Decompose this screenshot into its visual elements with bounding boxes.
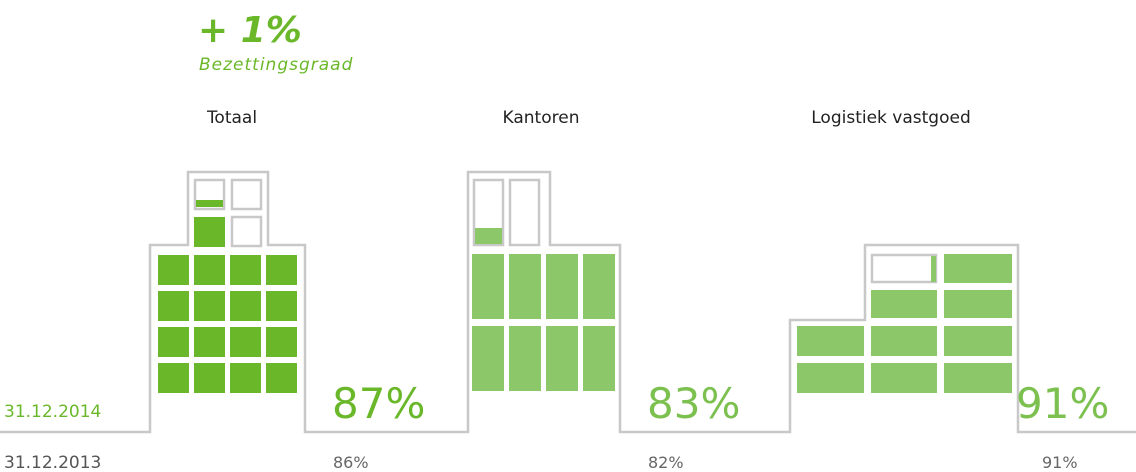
window: [158, 255, 189, 285]
window: [944, 363, 1012, 393]
window: [871, 326, 937, 356]
window: [194, 291, 225, 321]
date-current: 31.12.2014: [4, 402, 101, 422]
value-previous: 82%: [648, 453, 684, 472]
window: [266, 255, 297, 285]
window: [230, 215, 263, 248]
window: [266, 363, 297, 393]
window: [871, 363, 937, 393]
building-kantoren-grid: [472, 254, 615, 391]
window: [944, 326, 1012, 356]
window: [193, 178, 226, 211]
window-fill: [475, 228, 502, 244]
window: [944, 290, 1012, 318]
window: [546, 254, 578, 319]
window: [944, 254, 1012, 283]
window-fill: [931, 256, 936, 282]
window: [472, 178, 505, 247]
window: [509, 326, 541, 391]
window: [266, 327, 297, 357]
window: [158, 291, 189, 321]
window: [871, 290, 937, 318]
value-previous: 86%: [333, 453, 369, 472]
ground-outline: [0, 170, 1136, 434]
window: [230, 255, 261, 285]
window: [472, 254, 504, 319]
window: [194, 327, 225, 357]
window: [870, 253, 938, 284]
group-title: Kantoren: [503, 108, 580, 128]
window: [230, 327, 261, 357]
window: [508, 178, 541, 247]
building-kantoren: [472, 178, 541, 247]
window: [194, 255, 225, 285]
group-title: Totaal: [206, 108, 257, 128]
value-current: 87%: [332, 379, 425, 428]
window: [194, 217, 225, 247]
window: [158, 363, 189, 393]
window: [509, 254, 541, 319]
headline-label: Bezettingsgraad: [199, 55, 353, 75]
window: [266, 291, 297, 321]
group-title: Logistiek vastgoed: [811, 108, 970, 128]
window: [546, 326, 578, 391]
window: [797, 326, 864, 356]
window: [230, 291, 261, 321]
window: [230, 178, 263, 211]
building-totaal: [158, 178, 297, 393]
window: [158, 327, 189, 357]
value-current: 83%: [647, 379, 740, 428]
value-current: 91%: [1016, 379, 1109, 428]
window: [194, 363, 225, 393]
window: [196, 200, 223, 207]
window: [797, 363, 864, 393]
window: [472, 326, 504, 391]
window: [583, 326, 615, 391]
building-logistiek: [797, 253, 1012, 393]
window: [583, 254, 615, 319]
date-previous: 31.12.2013: [4, 453, 101, 472]
headline-change: + 1%: [198, 10, 302, 51]
window: [230, 363, 261, 393]
value-previous: 91%: [1042, 453, 1078, 472]
